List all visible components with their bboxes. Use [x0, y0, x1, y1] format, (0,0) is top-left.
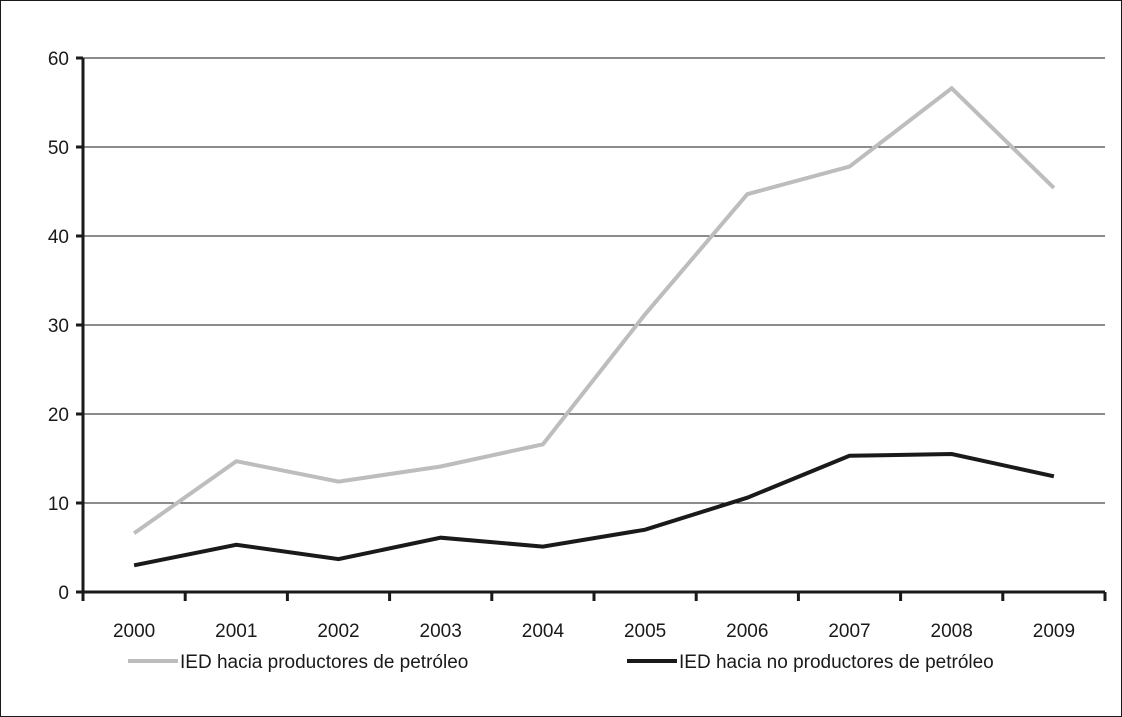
series-line-0 [132, 85, 1056, 535]
x-tick-label: 2009 [1033, 621, 1075, 642]
y-tick-label: 10 [48, 494, 69, 515]
x-tick-label: 2001 [215, 621, 257, 642]
legend: IED hacia productores de petróleo IED ha… [128, 652, 994, 673]
x-tick-label: 2005 [624, 621, 666, 642]
series-line-1 [133, 451, 1055, 568]
series-lines [132, 85, 1056, 568]
x-tick-label: 2004 [522, 621, 565, 642]
y-tick-label: 40 [48, 227, 69, 248]
y-tick-label: 20 [48, 405, 69, 426]
x-tick-label: 2002 [317, 621, 359, 642]
x-tick-label: 2000 [113, 621, 155, 642]
y-tick-label: 30 [48, 316, 69, 337]
x-tick-label: 2007 [828, 621, 870, 642]
y-tick-label: 50 [48, 138, 69, 159]
x-ticks: 2000 2001 2002 2003 2004 2005 2006 2007 2008 2009 [81, 592, 1107, 642]
gridlines [83, 57, 1105, 504]
y-tick-label: 0 [58, 583, 69, 604]
x-tick-label: 2008 [931, 621, 973, 642]
x-tick-label: 2006 [726, 621, 768, 642]
y-ticks: 0 10 20 30 40 50 60 [48, 49, 83, 604]
legend-label-productores: IED hacia productores de petróleo [180, 652, 468, 673]
x-tick-label: 2003 [420, 621, 462, 642]
legend-label-no-productores: IED hacia no productores de petróleo [679, 652, 994, 673]
y-tick-label: 60 [48, 49, 69, 70]
